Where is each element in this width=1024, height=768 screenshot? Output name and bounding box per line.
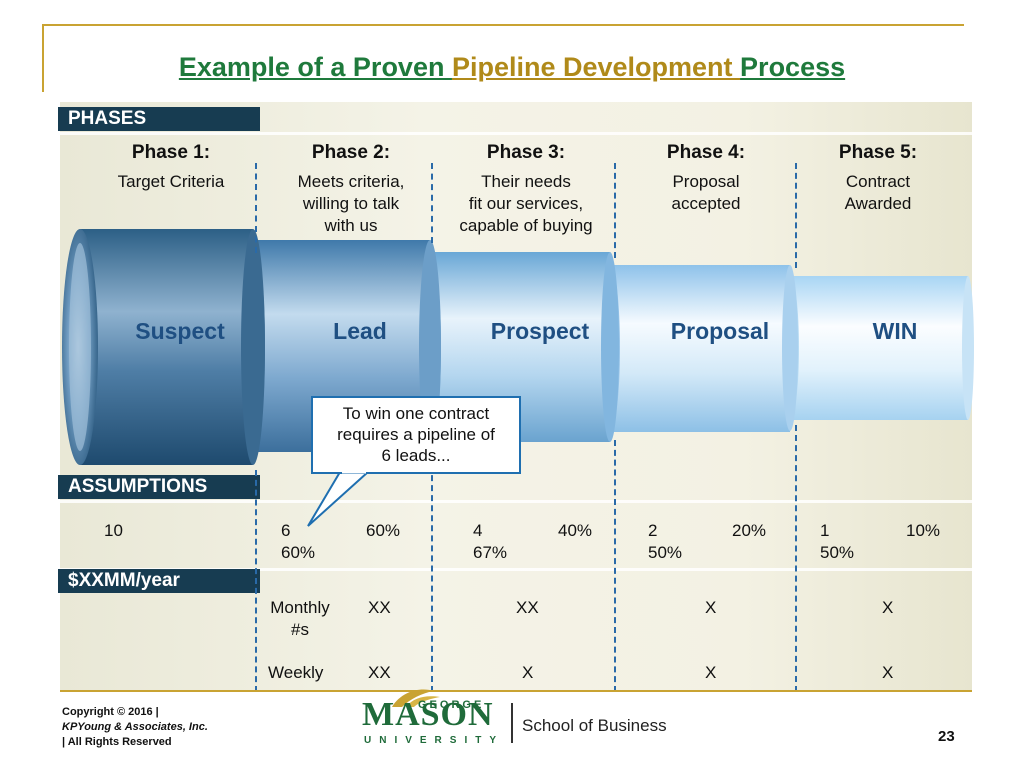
stage-prospect: Prospect [490, 318, 590, 344]
stage-lead: Lead [333, 318, 387, 344]
revenue-label: $XXMM/year [58, 569, 260, 593]
slide-title: Example of a Proven Pipeline Development… [0, 52, 1024, 83]
phase-5-description: Contract Awarded [844, 172, 912, 213]
title-part-2: Pipeline Development [451, 52, 741, 82]
assumption-phase-3-rate: 40% [558, 521, 593, 540]
top-accent-line [42, 24, 964, 26]
rights-line: | All Rights Reserved [62, 736, 172, 748]
monthly-value-phase-3: XX [516, 598, 539, 617]
gmu-logo-george: GEORGE [418, 699, 485, 711]
assumption-phase-2-conversion: 60% [281, 543, 316, 562]
school-name: School of Business [522, 716, 667, 735]
phase-divider [255, 163, 257, 253]
callout-box: To win one contract requires a pipeline … [311, 396, 521, 474]
pipe-segment-suspect [80, 229, 253, 465]
copyright-line: Copyright © 2016 | [62, 706, 159, 718]
phase-5-heading: Phase 5: [838, 142, 918, 163]
copyright-block: Copyright © 2016 | KPYoung & Associates,… [62, 705, 208, 750]
panel-band [60, 500, 972, 503]
phase-1-heading: Phase 1: [131, 142, 211, 163]
phase-divider [614, 163, 616, 258]
monthly-row-label: Monthly #s [270, 598, 330, 639]
phase-2-description: Meets criteria, willing to talk with us [297, 172, 405, 235]
assumption-phase-4-rate: 20% [732, 521, 767, 540]
panel-band [60, 568, 972, 571]
stage-suspect: Suspect [135, 318, 225, 344]
title-part-1: Example of a Proven [178, 52, 452, 82]
assumption-phase-3-count: 4 [473, 521, 483, 540]
monthly-value-phase-5: X [882, 598, 894, 617]
page-number: 23 [938, 728, 955, 745]
assumption-phase-2-count: 6 [281, 521, 291, 540]
company-name: KPYoung & Associates, Inc. [62, 721, 208, 733]
title-part-3: Process [740, 52, 846, 82]
footer-accent-line [60, 690, 972, 692]
phase-3-heading: Phase 3: [486, 142, 566, 163]
gmu-leaf-icon [392, 689, 440, 707]
panel-band [60, 132, 972, 135]
weekly-value-phase-3: X [522, 663, 534, 682]
phase-divider [795, 163, 797, 268]
left-accent-line [42, 24, 44, 92]
assumption-phase-1: 10 [104, 521, 123, 540]
gmu-logo-mason: MASON [362, 696, 494, 733]
assumption-phase-4-conversion: 50% [648, 543, 683, 562]
phases-label: PHASES [58, 107, 260, 131]
stage-proposal: Proposal [670, 318, 770, 344]
assumption-phase-5-conversion: 50% [820, 543, 855, 562]
weekly-row-label: Weekly [268, 663, 324, 682]
monthly-value-phase-4: X [705, 598, 717, 617]
phase-4-heading: Phase 4: [666, 142, 746, 163]
phase-4-description: Proposal accepted [671, 172, 741, 213]
phase-2-heading: Phase 2: [311, 142, 391, 163]
phase-divider [431, 163, 433, 243]
assumption-phase-5-rate: 10% [906, 521, 941, 540]
phase-3-description: Their needs fit our services, capable of… [459, 172, 593, 235]
assumption-phase-2-rate: 60% [366, 521, 401, 540]
monthly-value-phase-2: XX [368, 598, 391, 617]
stage-win: WIN [872, 318, 918, 344]
phase-divider [795, 425, 797, 692]
phase-divider [255, 470, 257, 692]
phase-1-description: Target Criteria [117, 172, 225, 191]
pipe-segment-win [790, 276, 968, 420]
pipe-segment-proposal [610, 265, 790, 432]
phase-divider [431, 455, 433, 692]
assumptions-label: ASSUMPTIONS [58, 475, 260, 499]
assumption-phase-3-conversion: 67% [473, 543, 508, 562]
assumption-phase-5-count: 1 [820, 521, 830, 540]
weekly-value-phase-5: X [882, 663, 894, 682]
weekly-value-phase-4: X [705, 663, 717, 682]
gmu-logo-university: UNIVERSITY [364, 735, 505, 746]
assumption-phase-4-count: 2 [648, 521, 658, 540]
logo-separator [511, 703, 513, 743]
weekly-value-phase-2: XX [368, 663, 391, 682]
phase-divider [614, 440, 616, 692]
